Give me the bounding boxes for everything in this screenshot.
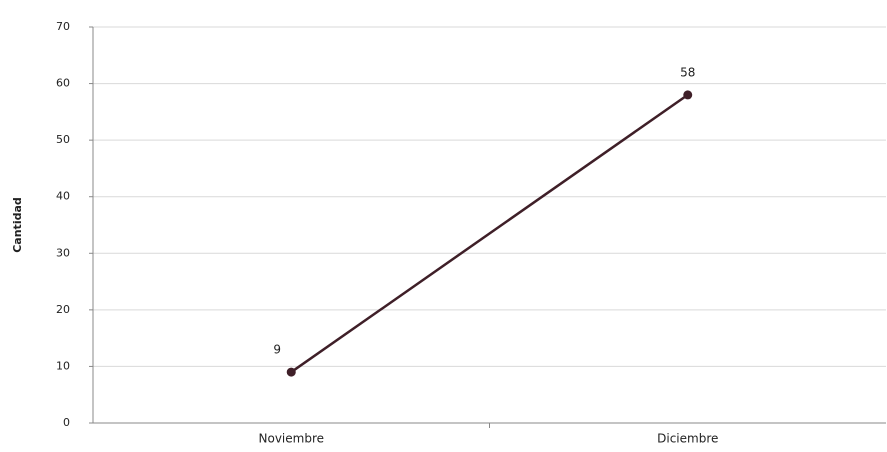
point	[286, 367, 296, 377]
y-tick-label: 60	[56, 77, 70, 90]
y-axis-label: Cantidad	[11, 197, 24, 253]
y-tick-label: 30	[56, 246, 70, 259]
y-tick-label: 20	[56, 303, 70, 316]
y-tick-label: 40	[56, 190, 70, 203]
data-label: 58	[680, 65, 695, 79]
x-tick-label: Noviembre	[259, 432, 325, 446]
data-label: 9	[273, 343, 281, 357]
point	[683, 90, 693, 100]
y-tick-label: 10	[56, 359, 70, 372]
line	[290, 93, 689, 374]
y-tick-label: 50	[56, 133, 70, 146]
y-tick-label: 70	[56, 20, 70, 33]
x-tick-label: Diciembre	[657, 432, 718, 446]
y-tick-label: 0	[63, 416, 70, 429]
